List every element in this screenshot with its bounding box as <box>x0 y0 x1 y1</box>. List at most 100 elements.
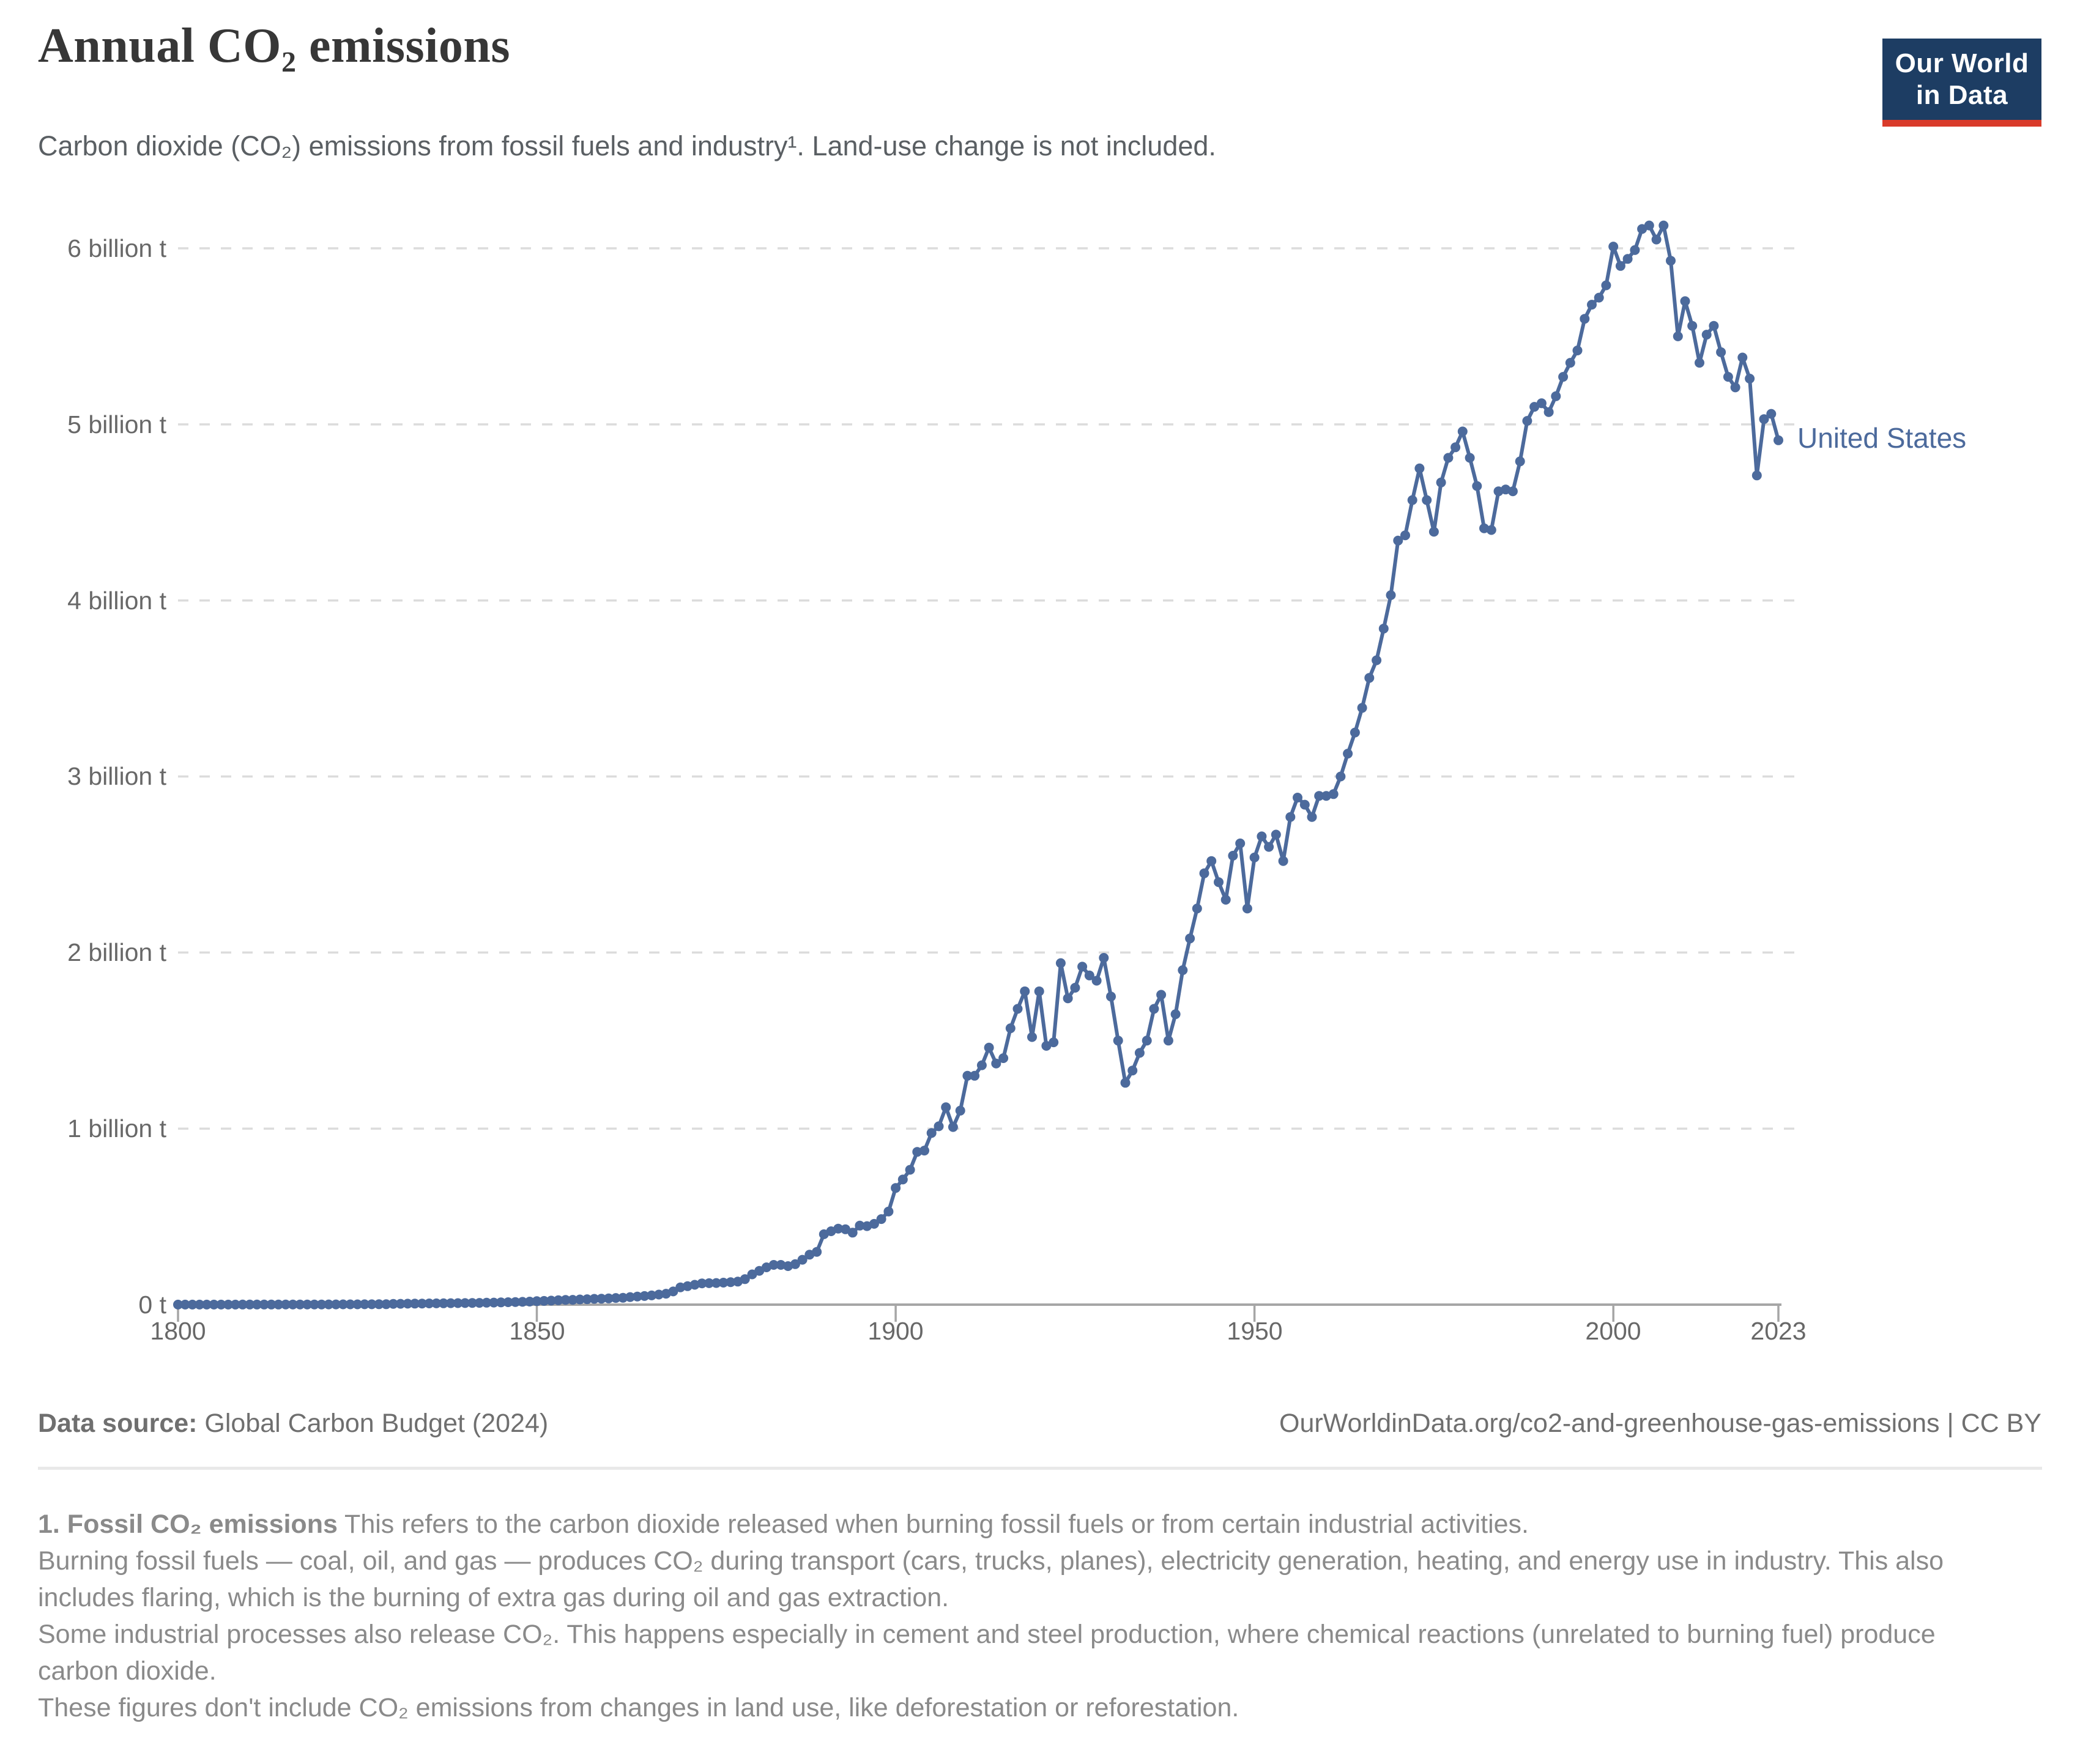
data-point <box>1737 352 1748 363</box>
data-point <box>1730 382 1740 393</box>
data-point <box>467 1298 477 1308</box>
data-point <box>998 1053 1009 1063</box>
data-source: Data source: Global Carbon Budget (2024) <box>38 1409 548 1439</box>
emissions-line <box>176 223 1780 1306</box>
data-point <box>1774 435 1783 445</box>
data-point <box>259 1299 269 1310</box>
data-point <box>1687 321 1698 331</box>
data-point <box>697 1278 707 1289</box>
data-point <box>682 1281 693 1291</box>
data-point <box>524 1297 535 1306</box>
data-point <box>1622 254 1633 264</box>
series-label-united-states: United States <box>1797 422 1967 454</box>
data-point <box>381 1299 392 1310</box>
data-point <box>718 1278 729 1288</box>
data-point <box>295 1299 305 1310</box>
data-point <box>230 1299 240 1310</box>
attribution: OurWorldinData.org/co2-and-greenhouse-ga… <box>1279 1409 2041 1438</box>
data-point <box>711 1278 721 1288</box>
data-point <box>689 1280 700 1290</box>
data-point <box>1293 793 1302 802</box>
data-point <box>797 1254 808 1265</box>
data-point <box>1400 530 1410 541</box>
data-point <box>991 1058 1001 1069</box>
data-point <box>352 1299 363 1310</box>
data-point <box>1156 990 1167 1000</box>
data-point <box>654 1289 664 1300</box>
data-point <box>1199 868 1209 878</box>
data-point <box>1099 953 1109 963</box>
data-point <box>1063 993 1073 1004</box>
data-point <box>962 1070 973 1081</box>
data-point <box>897 1174 908 1185</box>
data-point <box>1049 1037 1059 1048</box>
data-point <box>1709 321 1719 331</box>
data-point <box>768 1260 779 1270</box>
data-point <box>403 1299 413 1309</box>
data-point <box>424 1299 434 1308</box>
data-point <box>1328 789 1339 799</box>
data-point <box>1701 330 1712 340</box>
data-point <box>941 1102 951 1113</box>
data-point <box>309 1299 319 1310</box>
data-point <box>453 1298 463 1308</box>
data-point <box>1695 358 1704 368</box>
data-point <box>589 1294 600 1304</box>
data-point <box>1565 358 1575 368</box>
data-point <box>209 1299 219 1310</box>
data-point <box>1457 426 1468 437</box>
data-point <box>417 1299 427 1309</box>
data-point <box>819 1229 829 1239</box>
y-axis-label: 1 billion t <box>67 1114 166 1143</box>
owid-logo-line1: Our World <box>1895 48 2029 78</box>
data-point <box>1479 523 1489 533</box>
data-point <box>1206 856 1217 866</box>
data-point <box>1034 986 1044 996</box>
data-point <box>1335 771 1346 782</box>
data-point <box>1299 799 1310 810</box>
data-point <box>1134 1048 1145 1058</box>
data-point <box>955 1105 965 1116</box>
data-point <box>173 1299 183 1310</box>
data-point <box>582 1294 592 1305</box>
data-point <box>201 1299 212 1310</box>
data-point <box>639 1291 650 1301</box>
data-point <box>1436 477 1446 487</box>
data-point <box>410 1299 420 1309</box>
data-point <box>474 1298 485 1308</box>
data-point <box>603 1293 614 1303</box>
data-point <box>1551 391 1561 401</box>
data-point <box>1170 1009 1181 1020</box>
data-point <box>1106 991 1116 1002</box>
data-point <box>388 1299 398 1309</box>
data-point <box>546 1295 556 1306</box>
data-point <box>912 1147 923 1157</box>
data-point <box>1414 463 1425 473</box>
data-point <box>970 1070 980 1081</box>
page-title: Annual CO₂ emissions <box>38 19 510 73</box>
y-axis-label: 0 t <box>138 1291 166 1319</box>
data-point <box>1751 470 1762 481</box>
data-point <box>1149 1004 1159 1014</box>
data-point <box>1428 527 1439 537</box>
data-point <box>216 1299 226 1310</box>
data-point <box>1350 727 1360 738</box>
data-point <box>1163 1036 1173 1046</box>
data-point <box>1493 486 1504 497</box>
data-point <box>338 1299 348 1310</box>
owid-logo: Our World in Data <box>1882 39 2041 127</box>
data-point <box>574 1294 585 1305</box>
data-point <box>1680 296 1690 306</box>
footnote: 1. Fossil CO₂ emissions This refers to t… <box>38 1506 2023 1726</box>
data-point <box>223 1299 234 1310</box>
data-point <box>1264 842 1274 852</box>
data-point <box>302 1299 313 1310</box>
data-point <box>847 1228 858 1238</box>
data-point <box>445 1298 456 1308</box>
data-point <box>553 1295 563 1305</box>
data-point <box>826 1226 836 1236</box>
data-point <box>1070 982 1080 993</box>
footnote-paragraph-2: Burning fossil fuels — coal, oil, and ga… <box>38 1546 1944 1612</box>
data-point <box>360 1299 370 1310</box>
data-point <box>1127 1065 1138 1076</box>
